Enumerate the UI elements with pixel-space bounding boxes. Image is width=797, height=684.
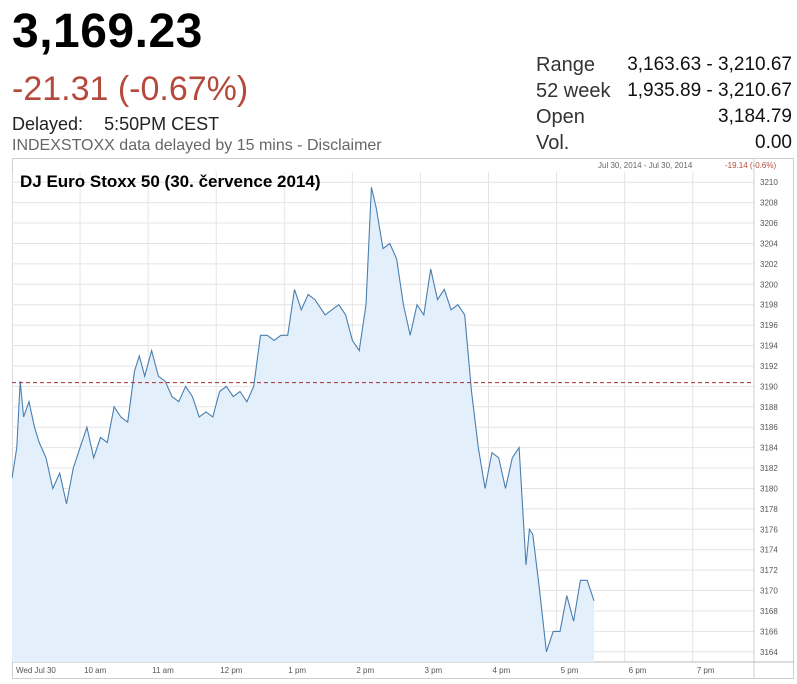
- y-tick-label: 3198: [760, 301, 778, 310]
- delayed-info: Delayed: 5:50PM CEST: [12, 114, 219, 135]
- series-line[interactable]: [11, 187, 595, 652]
- delayed-time: 5:50PM CEST: [104, 114, 220, 134]
- stat-value: 1,935.89 - 3,210.67: [627, 80, 792, 101]
- stat-value: 0.00: [755, 132, 792, 153]
- chart-svg[interactable]: 3164 3166 3168 3170 3172 3174 3176 3178 3180 3182…: [11, 158, 794, 679]
- stat-label: Vol.: [536, 132, 570, 154]
- y-axis-labels: 3164 3166 3168 3170 3172 3174 3176 3178 3180 3182…: [760, 178, 778, 657]
- x-tick-label: 6 pm: [629, 666, 647, 675]
- stat-label: Range: [536, 54, 595, 76]
- stat-label: 52 week: [536, 80, 611, 102]
- x-tick-label: 4 pm: [493, 666, 511, 675]
- y-tick-label: 3210: [760, 178, 778, 187]
- stat-row-52week: 52 week 1,935.89 - 3,210.67: [536, 78, 792, 104]
- data-disclaimer[interactable]: INDEXSTOXX data delayed by 15 mins - Dis…: [12, 137, 382, 154]
- y-tick-label: 3192: [760, 362, 778, 371]
- y-tick-label: 3190: [760, 382, 778, 391]
- y-tick-label: 3172: [760, 566, 778, 575]
- delayed-label: Delayed:: [12, 114, 84, 134]
- y-tick-label: 3164: [760, 648, 778, 657]
- x-tick-label: 10 am: [84, 666, 107, 675]
- price-change: -21.31 (-0.67%): [12, 70, 249, 108]
- y-tick-label: 3184: [760, 444, 778, 453]
- x-tick-label: 11 am: [152, 666, 174, 675]
- x-tick-label: 1 pm: [288, 666, 306, 675]
- y-tick-label: 3188: [760, 403, 778, 412]
- x-tick-label: 2 pm: [356, 666, 374, 675]
- y-tick-label: 3208: [760, 199, 778, 208]
- stat-label: Open: [536, 106, 585, 128]
- y-tick-label: 3204: [760, 239, 778, 248]
- stat-row-open: Open 3,184.79: [536, 104, 792, 130]
- y-tick-label: 3174: [760, 546, 778, 555]
- y-tick-label: 3180: [760, 484, 778, 493]
- x-tick-label: 5 pm: [561, 666, 579, 675]
- stat-value: 3,184.79: [718, 106, 792, 127]
- x-tick-label: Wed Jul 30: [16, 666, 56, 675]
- y-tick-label: 3202: [760, 260, 778, 269]
- x-tick-label: 12 pm: [220, 666, 243, 675]
- y-tick-label: 3186: [760, 423, 778, 432]
- intraday-chart[interactable]: 3164 3166 3168 3170 3172 3174 3176 3178 3180 3182…: [11, 158, 794, 679]
- stat-row-volume: Vol. 0.00: [536, 130, 792, 156]
- y-tick-label: 3200: [760, 280, 778, 289]
- series-area-fill: [12, 187, 594, 663]
- key-stats-table: Range 3,163.63 - 3,210.67 52 week 1,935.…: [536, 52, 792, 156]
- header-date-range: Jul 30, 2014 - Jul 30, 2014: [598, 161, 693, 170]
- y-tick-label: 3170: [760, 587, 778, 596]
- x-tick-label: 3 pm: [424, 666, 442, 675]
- y-tick-label: 3182: [760, 464, 778, 473]
- y-tick-label: 3194: [760, 342, 778, 351]
- stat-value: 3,163.63 - 3,210.67: [627, 54, 792, 75]
- chart-title: DJ Euro Stoxx 50 (30. července 2014): [20, 172, 321, 191]
- x-tick-label: 7 pm: [697, 666, 715, 675]
- header-change: -19.14 (-0.6%): [725, 161, 776, 170]
- y-tick-label: 3196: [760, 321, 778, 330]
- y-tick-label: 3206: [760, 219, 778, 228]
- y-tick-label: 3176: [760, 525, 778, 534]
- y-tick-label: 3178: [760, 505, 778, 514]
- last-price: 3,169.23: [12, 5, 203, 58]
- x-axis-labels: Wed Jul 30 10 am 11 am 12 pm 1 pm 2 pm 3 pm 4 p…: [16, 666, 715, 675]
- stat-row-range: Range 3,163.63 - 3,210.67: [536, 52, 792, 78]
- y-tick-label: 3166: [760, 627, 778, 636]
- y-tick-label: 3168: [760, 607, 778, 616]
